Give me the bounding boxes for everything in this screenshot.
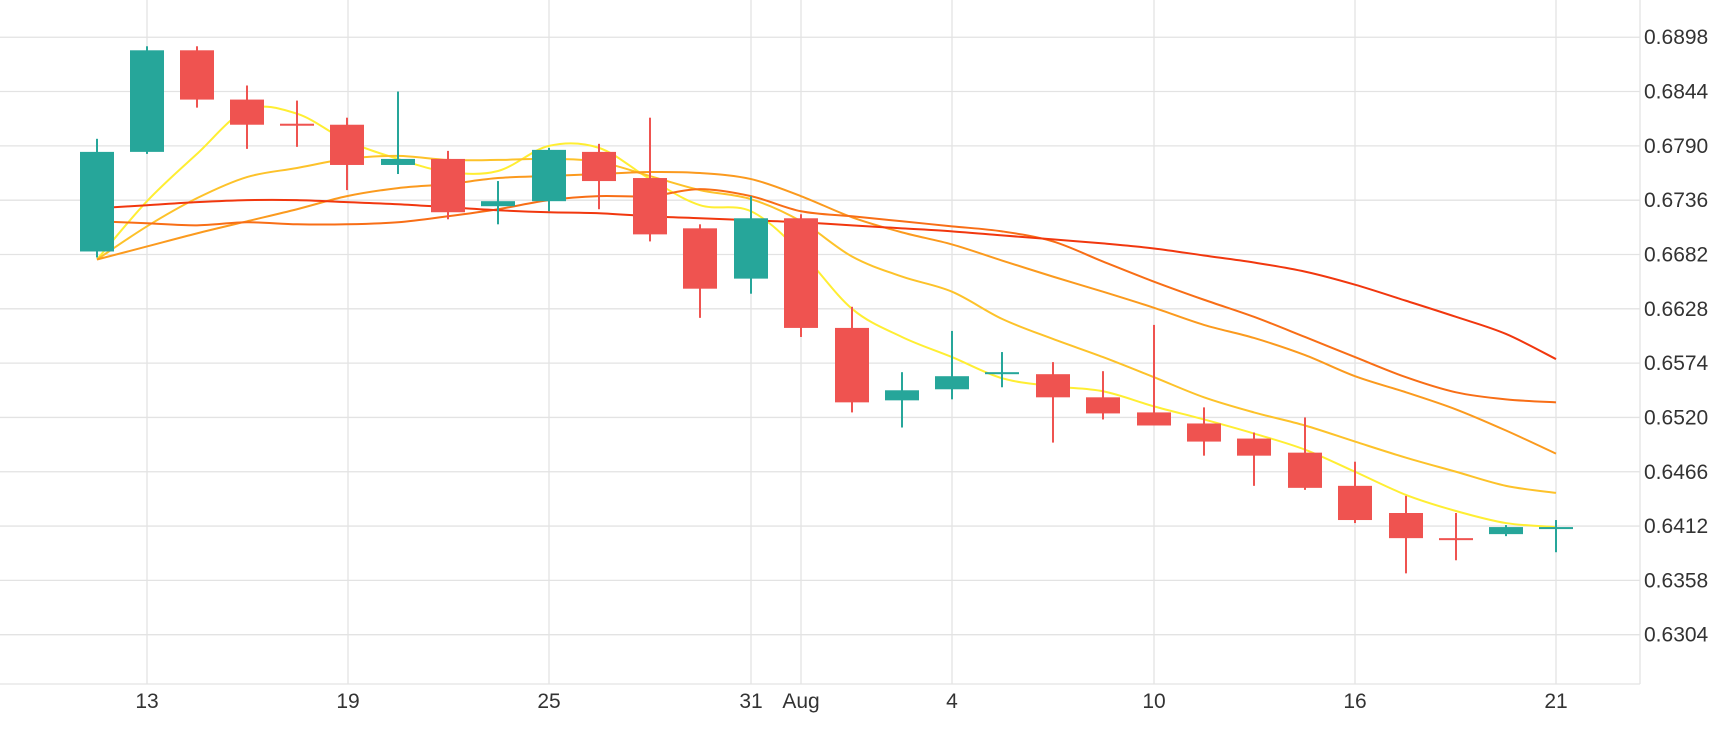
candle-body: [1086, 397, 1120, 414]
candle-body: [935, 376, 969, 390]
candle-body: [1137, 412, 1171, 426]
y-tick-label: 0.6574: [1644, 352, 1709, 375]
x-axis: 13 19 25 31 Aug 4 10 16 21: [135, 690, 1567, 713]
candle-body: [885, 390, 919, 401]
y-tick-label: 0.6898: [1644, 26, 1708, 49]
candle: [532, 147, 566, 212]
candle: [683, 224, 717, 318]
candle-body: [130, 50, 164, 152]
candle: [734, 196, 768, 294]
y-tick-label: 0.6736: [1644, 189, 1708, 212]
candle-body: [381, 158, 415, 165]
y-tick-label: 0.6682: [1644, 243, 1708, 266]
candle-body: [532, 149, 566, 202]
x-tick-label: 10: [1142, 690, 1165, 713]
x-tick-label: 16: [1343, 690, 1366, 713]
candle: [1137, 324, 1171, 426]
candle-body: [1288, 452, 1322, 488]
candle: [835, 306, 869, 413]
y-tick-label: 0.6844: [1644, 81, 1709, 104]
y-tick-label: 0.6790: [1644, 135, 1708, 158]
candle: [80, 138, 114, 258]
candle-body: [683, 228, 717, 289]
candle: [481, 181, 515, 225]
candle-body: [1489, 527, 1523, 535]
candle-body: [582, 151, 616, 182]
candle-body: [1439, 538, 1473, 541]
candle-body: [633, 178, 667, 235]
candle: [1389, 495, 1423, 574]
candle-body: [1389, 513, 1423, 539]
x-tick-label: 25: [537, 690, 560, 713]
moving-average-line-1: [96, 105, 1557, 529]
moving-average-line-4: [96, 188, 1557, 404]
candle: [1338, 461, 1372, 524]
candle-body: [1338, 485, 1372, 521]
candle: [1288, 417, 1322, 490]
x-tick-label: 13: [135, 690, 158, 713]
candles: [80, 46, 1573, 574]
candle-body: [784, 218, 818, 328]
candle: [1187, 407, 1221, 456]
candle: [784, 214, 818, 337]
x-tick-label: 19: [336, 690, 359, 713]
y-tick-label: 0.6520: [1644, 406, 1708, 429]
candle: [582, 143, 616, 210]
candle: [1539, 520, 1573, 553]
candle: [330, 117, 364, 191]
candle: [885, 372, 919, 428]
candle-body: [230, 99, 264, 125]
candle-body: [330, 124, 364, 165]
candle-body: [80, 151, 114, 252]
y-tick-label: 0.6412: [1644, 515, 1708, 538]
candle-body: [985, 372, 1019, 375]
candle: [431, 150, 465, 220]
candle: [935, 330, 969, 400]
moving-average-lines: [96, 105, 1557, 529]
y-tick-label: 0.6628: [1644, 298, 1708, 321]
candle-body: [835, 327, 869, 403]
candle: [1439, 513, 1473, 561]
candle: [230, 85, 264, 149]
candle: [1036, 362, 1070, 443]
y-tick-label: 0.6358: [1644, 569, 1708, 592]
moving-average-line-3: [96, 170, 1557, 455]
candle-body: [1036, 374, 1070, 398]
candle-body: [1237, 438, 1271, 456]
candle: [1237, 432, 1271, 486]
candle-body: [1187, 423, 1221, 442]
candle: [985, 352, 1019, 388]
candle: [180, 46, 214, 108]
candle: [633, 117, 667, 242]
moving-average-line-5: [96, 198, 1557, 360]
x-tick-label: 31: [739, 690, 762, 713]
candle-body: [431, 158, 465, 213]
x-tick-label: 4: [946, 690, 958, 713]
candle: [1086, 371, 1120, 420]
y-tick-label: 0.6304: [1644, 624, 1709, 647]
candle-body: [734, 218, 768, 279]
x-tick-label: 21: [1544, 690, 1567, 713]
candle-body: [481, 201, 515, 207]
candle: [280, 100, 314, 147]
candle-body: [180, 50, 214, 100]
y-axis: 0.6898 0.6844 0.6790 0.6736 0.6682 0.6628 0.65…: [1644, 26, 1709, 646]
candle: [381, 91, 415, 175]
y-tick-label: 0.6466: [1644, 461, 1708, 484]
candle: [1489, 525, 1523, 537]
x-tick-label: Aug: [782, 690, 819, 713]
candle-body: [280, 123, 314, 126]
candle: [130, 46, 164, 154]
candle-body: [1539, 527, 1573, 530]
